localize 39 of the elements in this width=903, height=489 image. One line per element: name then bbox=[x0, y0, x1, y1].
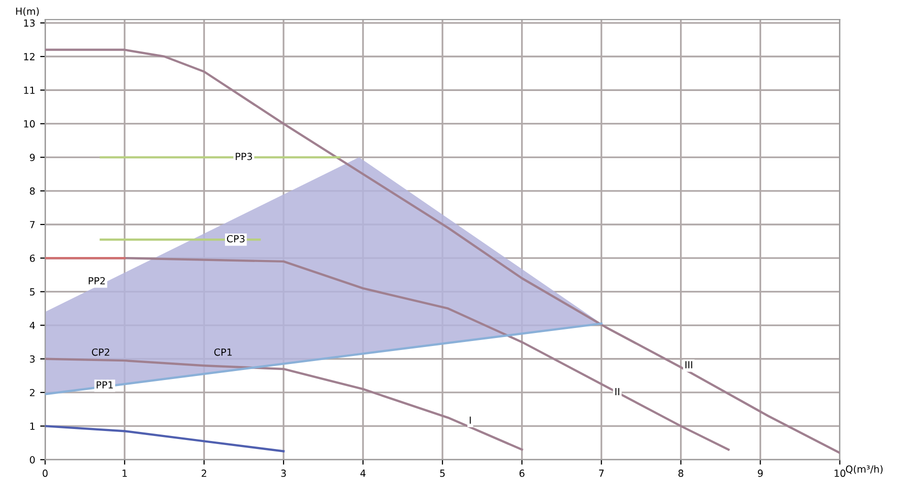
y-tick-label: 5 bbox=[30, 288, 35, 296]
x-tick-label: 6 bbox=[520, 470, 524, 477]
y-tick-label: 12 bbox=[24, 52, 34, 60]
annotation: I bbox=[470, 416, 471, 424]
y-tick-label: 8 bbox=[30, 187, 35, 195]
annotation: PP2 bbox=[88, 277, 105, 284]
x-tick-label: 3 bbox=[281, 470, 286, 477]
x-tick-label: 2 bbox=[202, 470, 206, 477]
y-tick-label: 11 bbox=[24, 86, 35, 94]
line-series bbox=[45, 48, 840, 454]
y-tick-label: 2 bbox=[30, 388, 34, 396]
x-tick-label: 9 bbox=[758, 470, 763, 477]
annotation: PP1 bbox=[96, 381, 113, 388]
y-tick-label: 0 bbox=[30, 456, 35, 464]
x-tick-label: 8 bbox=[678, 470, 684, 477]
annotation: PP3 bbox=[236, 152, 252, 160]
y-tick-label: 10 bbox=[24, 120, 35, 128]
y-axis-title: H(m) bbox=[16, 7, 39, 16]
y-tick-label: 1 bbox=[30, 422, 35, 430]
x-tick-label: 4 bbox=[360, 470, 366, 477]
y-tick-label: 13 bbox=[24, 19, 35, 27]
x-tick-label: 10 bbox=[834, 470, 846, 477]
x-tick-label: 7 bbox=[599, 470, 604, 477]
annotation: II bbox=[615, 388, 620, 396]
y-tick-label: 9 bbox=[30, 154, 35, 162]
annotation: CP3 bbox=[226, 235, 245, 242]
y-tick-label: 7 bbox=[30, 221, 35, 228]
annotation: III bbox=[685, 361, 692, 368]
annotation: CP2 bbox=[92, 348, 110, 356]
y-tick-label: 4 bbox=[30, 322, 35, 329]
x-tick-label: 1 bbox=[122, 470, 127, 477]
line-series bbox=[45, 424, 285, 452]
line-series bbox=[45, 358, 524, 451]
annotation: CP1 bbox=[214, 348, 232, 356]
x-tick-label: 0 bbox=[42, 470, 48, 477]
y-tick-label: 3 bbox=[30, 355, 35, 363]
y-tick-label: 6 bbox=[30, 254, 35, 262]
x-tick-label: 5 bbox=[440, 470, 445, 477]
x-axis-title: Q(m³/h) bbox=[846, 465, 883, 474]
